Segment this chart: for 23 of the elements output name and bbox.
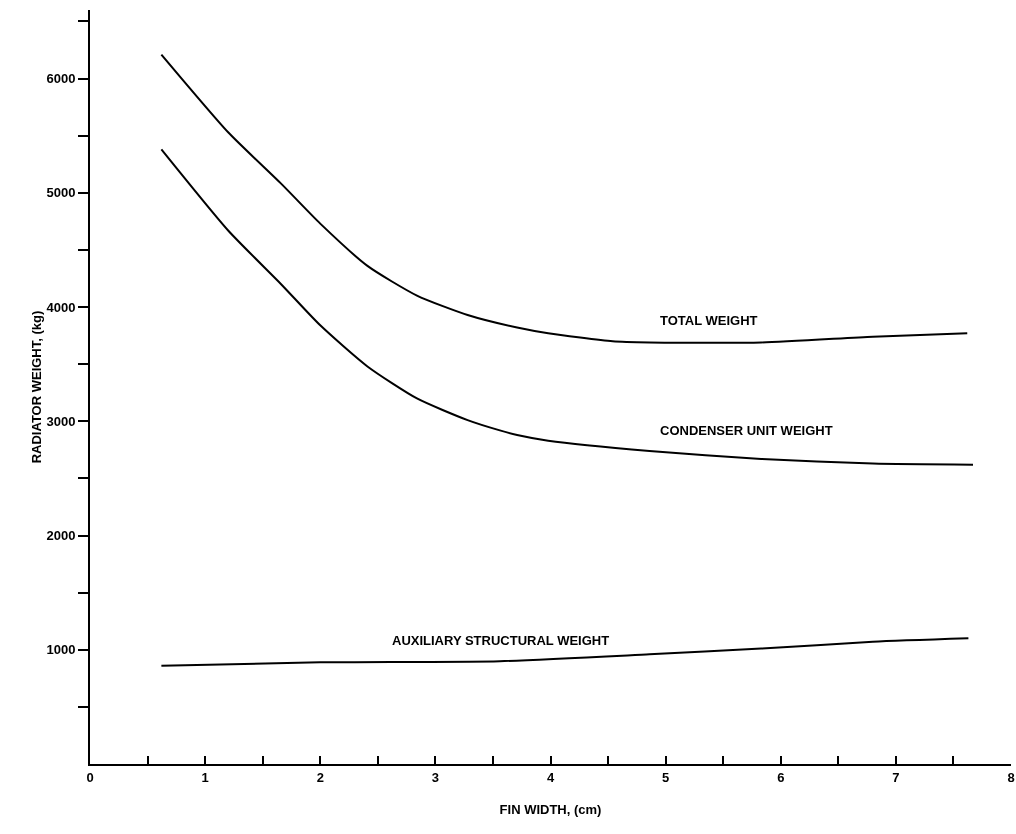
line-series bbox=[160, 53, 969, 344]
x-tick-label: 6 bbox=[777, 769, 785, 785]
y-tick-label: 6000 bbox=[46, 71, 76, 87]
x-tick-label: 1 bbox=[201, 769, 209, 785]
y-tick-label: 4000 bbox=[46, 299, 76, 315]
series-label: TOTAL WEIGHT bbox=[660, 313, 758, 328]
series-label: AUXILIARY STRUCTURAL WEIGHT bbox=[392, 633, 610, 648]
x-tick-label: 7 bbox=[892, 769, 900, 785]
y-tick-label: 2000 bbox=[46, 528, 76, 544]
line-series bbox=[160, 148, 975, 466]
x-tick-label: 8 bbox=[1007, 769, 1015, 785]
y-tick-label: 1000 bbox=[46, 642, 76, 658]
x-tick-label: 5 bbox=[662, 769, 670, 785]
x-axis-title: FIN WIDTH, (cm) bbox=[499, 802, 602, 817]
y-tick-label: 3000 bbox=[46, 413, 76, 429]
x-tick-label: 4 bbox=[546, 769, 555, 785]
y-tick-label: 5000 bbox=[46, 185, 76, 201]
y-axis-title: RADIATOR WEIGHT, (kg) bbox=[29, 310, 45, 464]
x-tick-label: 2 bbox=[316, 769, 324, 785]
series-label: CONDENSER UNIT WEIGHT bbox=[660, 423, 833, 438]
x-tick-label: 0 bbox=[86, 769, 94, 785]
x-tick-label: 3 bbox=[431, 769, 439, 785]
line-series bbox=[160, 637, 970, 667]
